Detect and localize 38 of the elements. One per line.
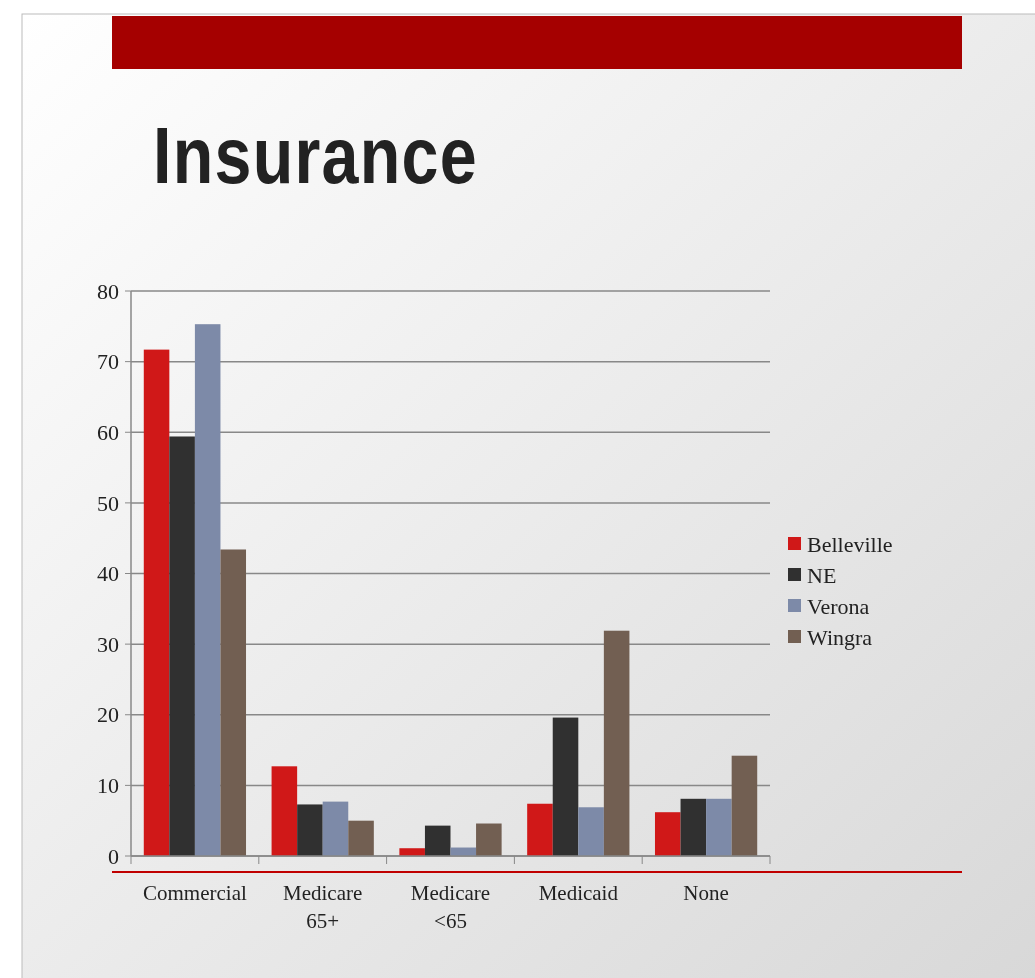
bar [654, 812, 681, 856]
bar [348, 820, 374, 856]
bar [271, 766, 298, 856]
legend-label: Verona [807, 593, 870, 619]
bar [706, 798, 732, 856]
bar [194, 324, 221, 856]
bar [731, 755, 758, 856]
bar [220, 549, 247, 856]
y-tick-label: 40 [97, 561, 119, 587]
bar [169, 436, 195, 856]
x-tick-label: Medicaid [538, 881, 619, 905]
x-tick-label: None [683, 881, 729, 905]
bar [680, 798, 707, 856]
y-tick-label: 20 [97, 702, 119, 728]
bar [424, 825, 451, 856]
x-tick-label: Commercial [142, 881, 247, 905]
legend-label: NE [807, 562, 837, 588]
bar [552, 717, 579, 856]
bar [322, 801, 349, 856]
bar [578, 807, 604, 856]
y-tick-label: 0 [108, 843, 119, 869]
bar [143, 349, 170, 856]
chart-title: Insurance [153, 110, 477, 201]
x-tick-label: Medicare 65+ [283, 881, 363, 933]
y-tick-label: 80 [97, 278, 119, 304]
y-tick-label: 30 [97, 631, 119, 657]
y-tick-label: 10 [97, 773, 119, 799]
y-tick-label: 50 [97, 490, 119, 516]
bar [527, 803, 553, 856]
x-tick-label: Medicare <65 [410, 881, 491, 933]
legend-label: Belleville [807, 531, 893, 557]
y-tick-label: 70 [97, 349, 119, 375]
legend-label: Wingra [807, 624, 873, 650]
bar [297, 804, 323, 856]
bar [399, 848, 425, 856]
bar [603, 630, 630, 856]
bar [476, 823, 502, 856]
y-tick-label: 60 [97, 419, 119, 445]
